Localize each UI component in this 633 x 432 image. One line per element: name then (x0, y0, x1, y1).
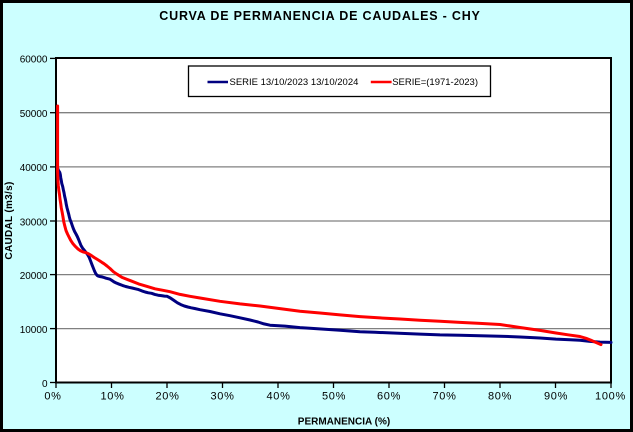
svg-text:CAUDAL (m3/s): CAUDAL (m3/s) (4, 181, 15, 259)
svg-text:50000: 50000 (20, 109, 48, 120)
svg-text:50%: 50% (322, 391, 346, 403)
svg-text:40000: 40000 (20, 163, 48, 174)
svg-text:100%: 100% (595, 391, 626, 403)
svg-text:PERMANENCIA (%): PERMANENCIA (%) (298, 417, 390, 428)
svg-text:0: 0 (42, 379, 48, 390)
svg-text:30000: 30000 (20, 217, 48, 228)
svg-text:0%: 0% (44, 391, 61, 403)
svg-text:80%: 80% (488, 391, 512, 403)
svg-text:20000: 20000 (20, 271, 48, 282)
svg-text:70%: 70% (432, 391, 456, 403)
svg-text:60000: 60000 (20, 55, 48, 66)
svg-text:40%: 40% (266, 391, 290, 403)
svg-text:20%: 20% (155, 391, 179, 403)
svg-text:10000: 10000 (20, 325, 48, 336)
svg-text:90%: 90% (544, 391, 568, 403)
svg-text:10%: 10% (100, 391, 124, 403)
svg-text:CURVA DE PERMANENCIA DE CAUDAL: CURVA DE PERMANENCIA DE CAUDALES - CHY (159, 9, 480, 23)
svg-text:60%: 60% (377, 391, 401, 403)
svg-text:30%: 30% (210, 391, 234, 403)
svg-text:SERIE=(1971-2023): SERIE=(1971-2023) (392, 77, 478, 88)
svg-text:SERIE 13/10/2023 13/10/2024: SERIE 13/10/2023 13/10/2024 (230, 77, 359, 88)
